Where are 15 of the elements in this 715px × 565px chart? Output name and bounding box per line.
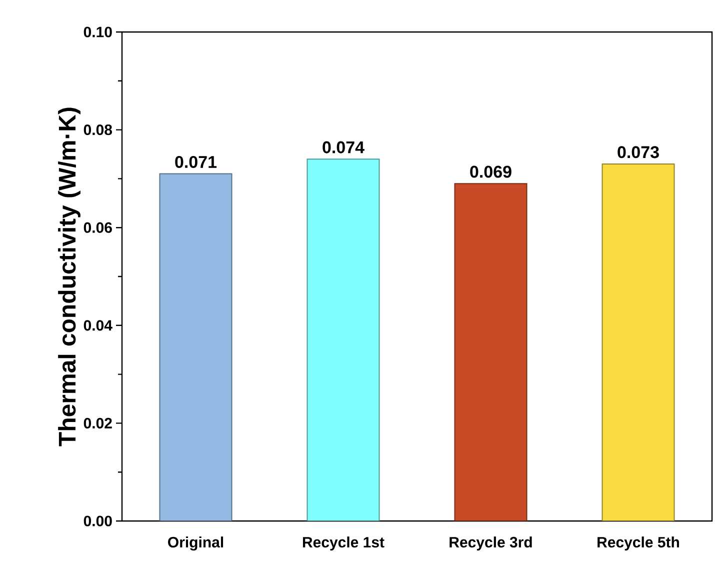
- y-tick-label: 0.00: [84, 516, 112, 526]
- y-axis-title: Thermal conductivity (W/m·K): [58, 108, 80, 446]
- data-label: 0.069: [470, 166, 512, 178]
- y-tick-label: 0.10: [84, 26, 112, 38]
- x-tick-label: Recycle 1st: [302, 536, 384, 550]
- y-tick-label: 0.02: [84, 418, 112, 429]
- x-tick-label: Original: [168, 536, 224, 551]
- x-tick-label: Recycle 3rd: [450, 536, 532, 550]
- y-tick-label: 0.06: [84, 222, 112, 233]
- x-tick-label: Recycle 5th: [598, 536, 679, 550]
- data-label: 0.073: [618, 146, 659, 158]
- y-tick-label: 0.08: [84, 124, 112, 136]
- data-label: 0.074: [322, 141, 364, 154]
- data-label: 0.071: [175, 156, 217, 168]
- y-tick-label: 0.04: [84, 320, 112, 331]
